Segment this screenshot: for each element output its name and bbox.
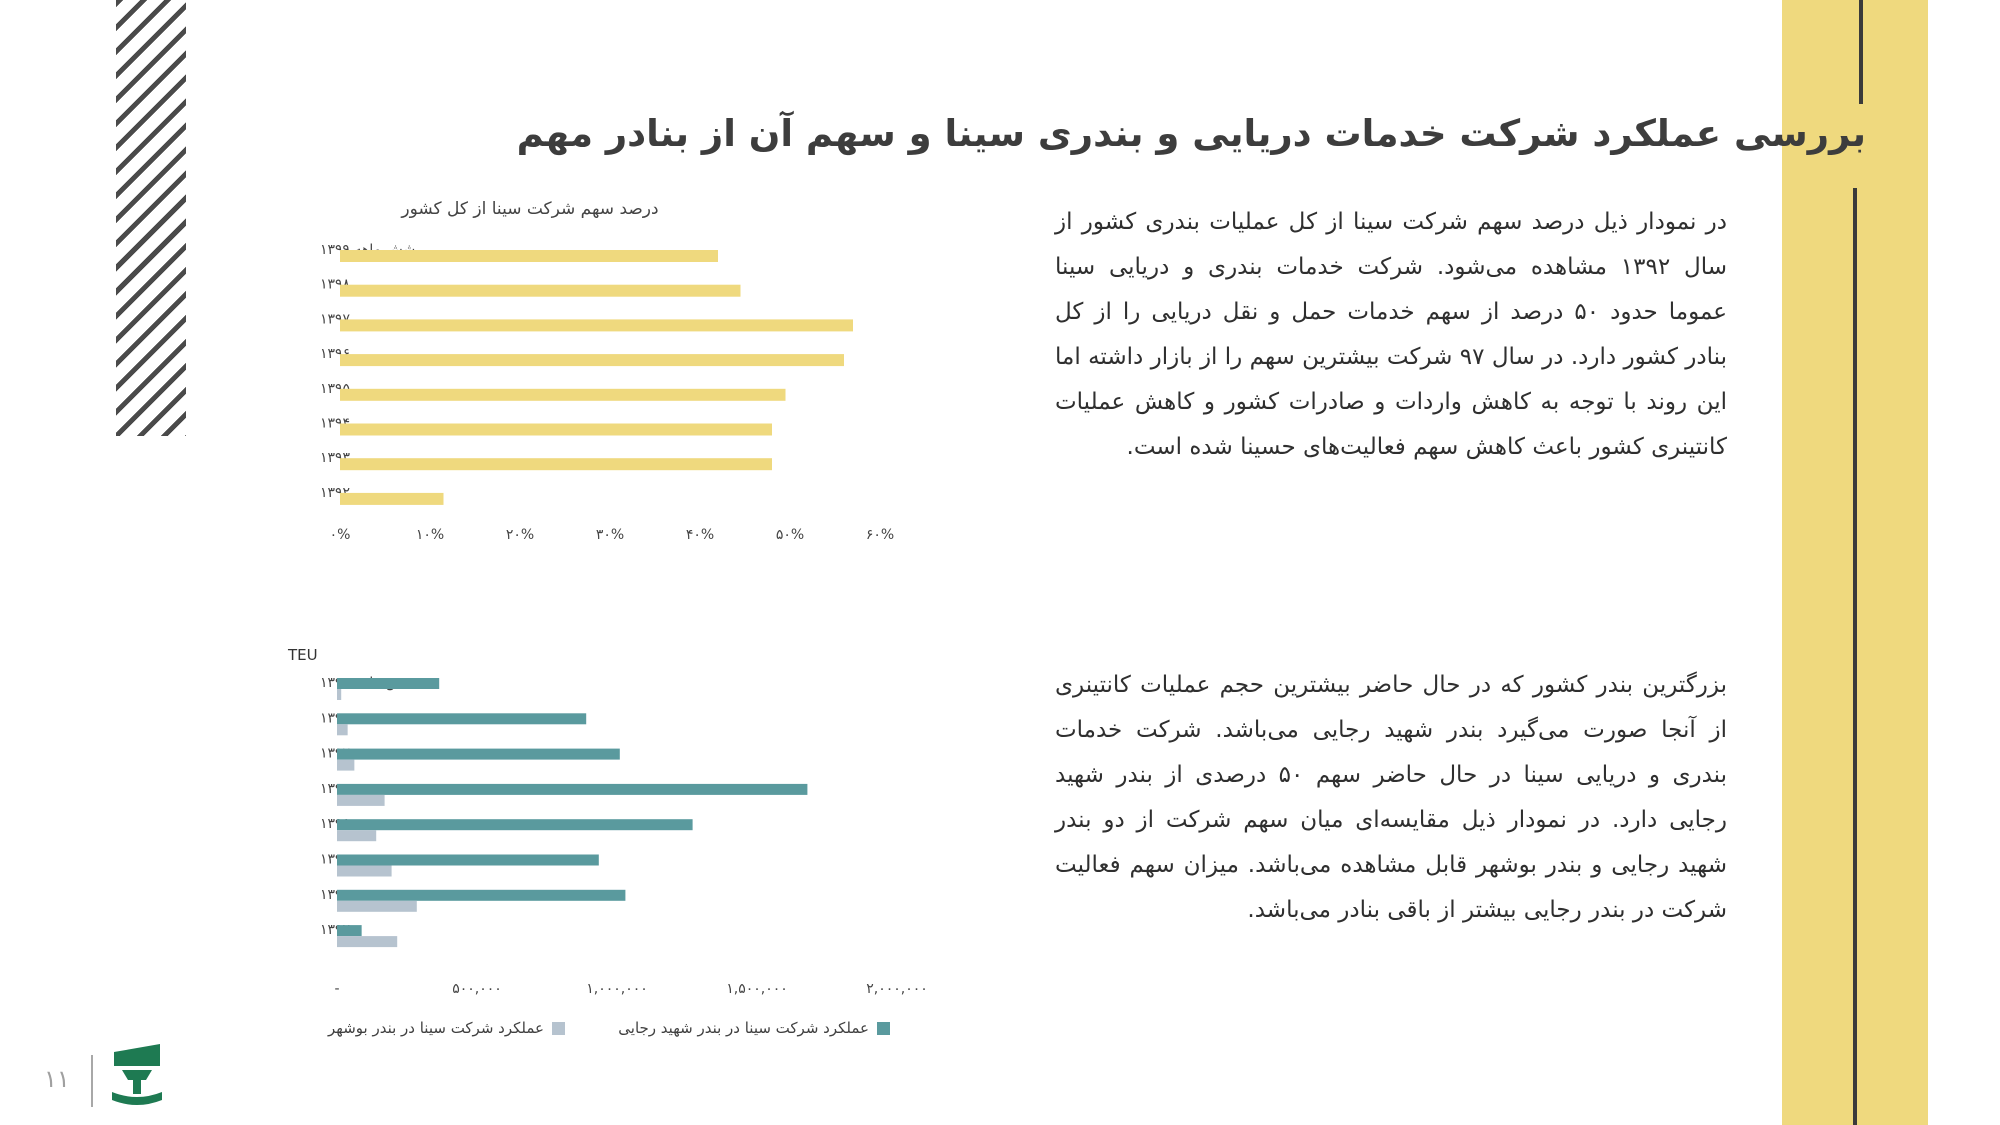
x-tick-label: ۴۰% — [686, 527, 714, 543]
x-tick-label: ۳۰% — [596, 527, 624, 543]
legend-label-bushehr: عملکرد شرکت سینا در بندر بوشهر — [328, 1019, 544, 1037]
x-tick-label: ۲,۰۰۰,۰۰۰ — [866, 981, 928, 997]
bar-bushehr — [337, 724, 348, 736]
unit-label: TEU — [287, 646, 318, 664]
share-percentage-bar-chart: درصد سهم شرکت سینا از کل کشورشش ماهه ۱۳۹… — [320, 199, 894, 543]
bar — [340, 388, 786, 401]
decorative-hatch-pattern — [116, 0, 186, 436]
bar — [340, 319, 853, 332]
x-tick-label: ۰% — [330, 527, 351, 543]
legend-item-bushehr: عملکرد شرکت سینا در بندر بوشهر — [328, 1019, 565, 1037]
bar-rajaee — [337, 889, 626, 901]
legend-item-rajaee: عملکرد شرکت سینا در بندر شهید رجایی — [618, 1019, 890, 1037]
bar-rajaee — [337, 854, 599, 866]
bar — [340, 354, 844, 367]
paragraph-port-comparison: بزرگترین بندر کشور که در حال حاضر بیشتری… — [1055, 672, 1727, 923]
chart-legend: عملکرد شرکت سینا در بندر شهید رجایی عملک… — [290, 1019, 890, 1049]
bar-rajaee — [337, 748, 620, 760]
x-tick-label: - — [334, 981, 339, 997]
chart-title: درصد سهم شرکت سینا از کل کشور — [400, 199, 658, 219]
decorative-vertical-line-bottom — [1853, 188, 1857, 1125]
bar-bushehr — [337, 830, 377, 842]
bar-rajaee — [337, 819, 693, 831]
x-tick-label: ۶۰% — [866, 527, 894, 543]
paragraph-share-overview: در نمودار ذیل درصد سهم شرکت سینا از کل ع… — [1055, 209, 1728, 460]
legend-label-rajaee: عملکرد شرکت سینا در بندر شهید رجایی — [618, 1019, 869, 1037]
bar-rajaee — [337, 678, 440, 689]
bar-rajaee — [337, 713, 587, 725]
bar-bushehr — [337, 759, 355, 771]
bar — [340, 458, 772, 471]
bar — [340, 284, 741, 297]
x-tick-label: ۵۰۰,۰۰۰ — [452, 981, 502, 997]
x-tick-label: ۲۰% — [506, 527, 534, 543]
x-tick-label: ۱,۰۰۰,۰۰۰ — [586, 981, 648, 997]
bar — [340, 492, 444, 505]
bar-rajaee — [337, 783, 808, 795]
decorative-vertical-line-top — [1859, 0, 1863, 104]
slide-title: بررسی عملکرد شرکت خدمات دریایی و بندری س… — [516, 112, 1866, 155]
bar-bushehr — [337, 865, 392, 877]
bar-bushehr — [337, 794, 385, 806]
teu-comparison-bar-chart: TEUشش ماهه ۱۳۹۹۱۳۹۸۱۳۹۷۱۳۹۶۱۳۹۵۱۳۹۴۱۳۹۳۱… — [287, 646, 928, 997]
company-logo-icon — [112, 1044, 162, 1105]
bar-bushehr — [337, 936, 398, 948]
bar — [340, 250, 718, 262]
bar-bushehr — [337, 900, 417, 912]
page-number: ۱۱ — [44, 1065, 70, 1093]
x-tick-label: ۵۰% — [776, 527, 804, 543]
legend-swatch-rajaee — [877, 1021, 890, 1035]
x-tick-label: ۱۰% — [416, 527, 444, 543]
legend-swatch-bushehr — [552, 1021, 565, 1035]
x-tick-label: ۱,۵۰۰,۰۰۰ — [726, 981, 788, 997]
bar-rajaee — [337, 925, 362, 937]
bar — [340, 423, 772, 436]
page-number-divider — [91, 1055, 93, 1107]
bar-bushehr — [337, 689, 342, 700]
